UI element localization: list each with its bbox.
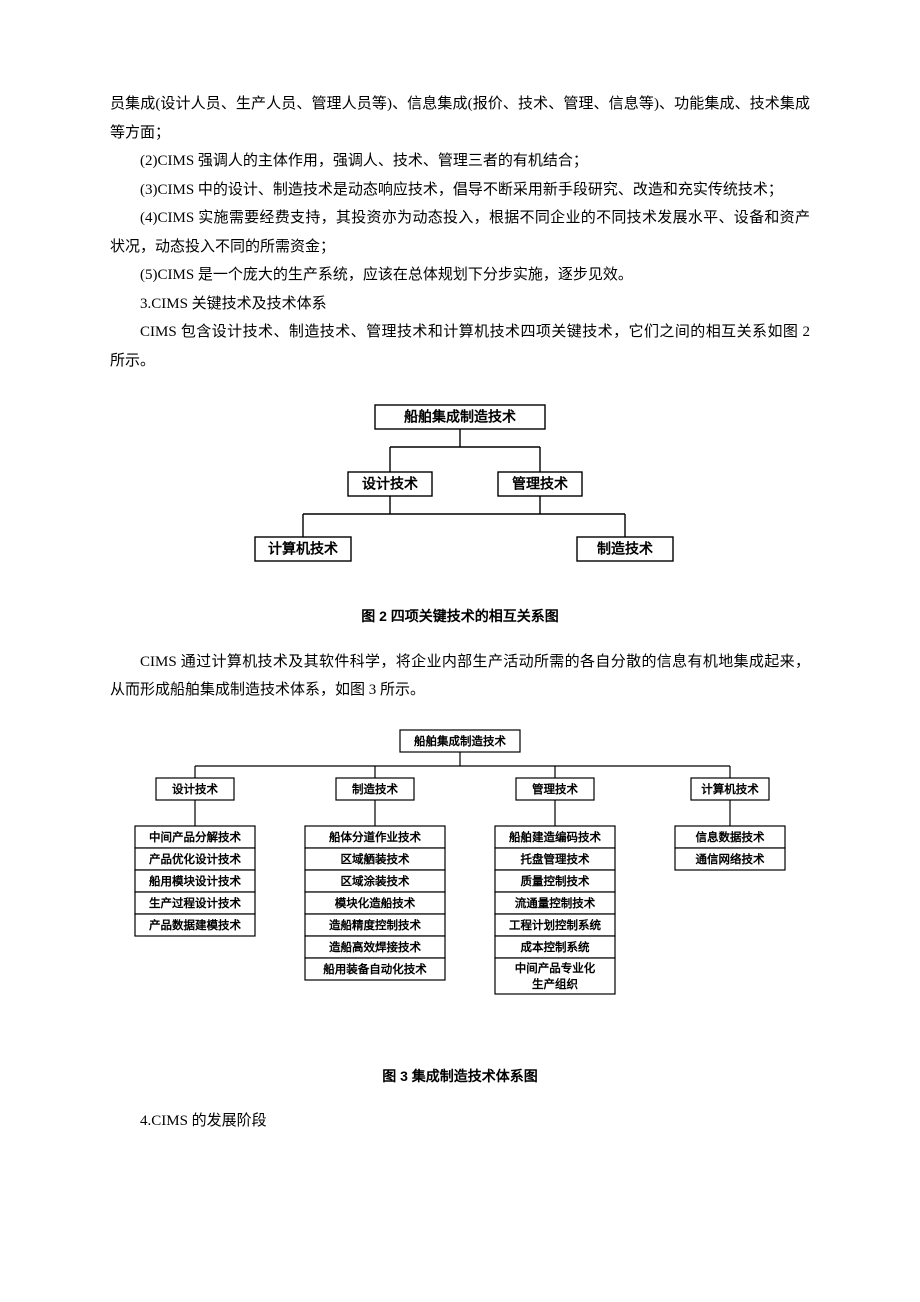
svg-text:船舶集成制造技术: 船舶集成制造技术	[414, 734, 506, 748]
figure-2-caption: 图 2 四项关键技术的相互关系图	[110, 603, 810, 630]
svg-text:计算机技术: 计算机技术	[701, 782, 759, 796]
figure-2: 船舶集成制造技术设计技术 管理技术计算机技术 制造技术	[110, 399, 810, 589]
document-page: 员集成(设计人员、生产人员、管理人员等)、信息集成(报价、技术、管理、信息等)、…	[0, 0, 920, 1176]
svg-text:模块化造船技术: 模块化造船技术	[335, 896, 416, 910]
svg-text:制造技术: 制造技术	[352, 782, 398, 796]
svg-text:造船高效焊接技术: 造船高效焊接技术	[329, 940, 421, 954]
svg-text:工程计划控制系统: 工程计划控制系统	[509, 918, 601, 932]
figure-2-svg: 船舶集成制造技术设计技术 管理技术计算机技术 制造技术	[245, 399, 675, 589]
paragraph: (4)CIMS 实施需要经费支持，其投资亦为动态投入，根据不同企业的不同技术发展…	[110, 204, 810, 261]
svg-text:通信网络技术: 通信网络技术	[696, 852, 765, 866]
svg-text:质量控制技术: 质量控制技术	[521, 874, 590, 888]
paragraph: (5)CIMS 是一个庞大的生产系统，应该在总体规划下分步实施，逐步见效。	[110, 261, 810, 290]
paragraph: CIMS 通过计算机技术及其软件科学，将企业内部生产活动所需的各自分散的信息有机…	[110, 648, 810, 705]
svg-text:生产过程设计技术: 生产过程设计技术	[149, 896, 241, 910]
paragraph: 员集成(设计人员、生产人员、管理人员等)、信息集成(报价、技术、管理、信息等)、…	[110, 90, 810, 147]
svg-text:造船精度控制技术: 造船精度控制技术	[329, 918, 421, 932]
svg-text:船体分道作业技术: 船体分道作业技术	[329, 830, 421, 844]
svg-text:设计技术: 设计技术	[362, 476, 418, 492]
svg-text:托盘管理技术: 托盘管理技术	[521, 852, 590, 866]
svg-text:船舶集成制造技术: 船舶集成制造技术	[404, 409, 516, 425]
paragraph: (3)CIMS 中的设计、制造技术是动态响应技术，倡导不断采用新手段研究、改造和…	[110, 176, 810, 205]
svg-text:区域涂装技术: 区域涂装技术	[341, 874, 410, 888]
svg-text:产品优化设计技术: 产品优化设计技术	[149, 852, 241, 866]
svg-text:设计技术: 设计技术	[172, 782, 218, 796]
svg-text:管理技术: 管理技术	[532, 782, 578, 796]
svg-text:成本控制系统: 成本控制系统	[521, 940, 590, 954]
figure-3-caption: 图 3 集成制造技术体系图	[110, 1063, 810, 1090]
svg-text:船舶建造编码技术: 船舶建造编码技术	[509, 830, 601, 844]
section-heading: 4.CIMS 的发展阶段	[110, 1107, 810, 1136]
svg-text:信息数据技术: 信息数据技术	[696, 830, 765, 844]
figure-3: 船舶集成制造技术设计技术中间产品分解技术产品优化设计技术船用模块设计技术生产过程…	[110, 729, 810, 1049]
svg-text:区域舾装技术: 区域舾装技术	[341, 852, 410, 866]
section-heading: 3.CIMS 关键技术及技术体系	[110, 290, 810, 319]
paragraph: (2)CIMS 强调人的主体作用，强调人、技术、管理三者的有机结合；	[110, 147, 810, 176]
svg-text:中间产品分解技术: 中间产品分解技术	[149, 830, 241, 844]
svg-text:产品数据建模技术: 产品数据建模技术	[149, 918, 241, 932]
svg-text:船用模块设计技术: 船用模块设计技术	[149, 874, 241, 888]
svg-text:生产组织: 生产组织	[532, 977, 578, 991]
figure-3-svg: 船舶集成制造技术设计技术中间产品分解技术产品优化设计技术船用模块设计技术生产过程…	[110, 729, 810, 1049]
svg-text:流通量控制技术: 流通量控制技术	[515, 896, 596, 910]
paragraph: CIMS 包含设计技术、制造技术、管理技术和计算机技术四项关键技术，它们之间的相…	[110, 318, 810, 375]
svg-text:中间产品专业化: 中间产品专业化	[515, 961, 596, 975]
svg-text:制造技术: 制造技术	[597, 541, 653, 557]
svg-text:管理技术: 管理技术	[512, 476, 568, 492]
svg-text:计算机技术: 计算机技术	[268, 541, 338, 557]
svg-text:船用装备自动化技术: 船用装备自动化技术	[323, 962, 427, 976]
